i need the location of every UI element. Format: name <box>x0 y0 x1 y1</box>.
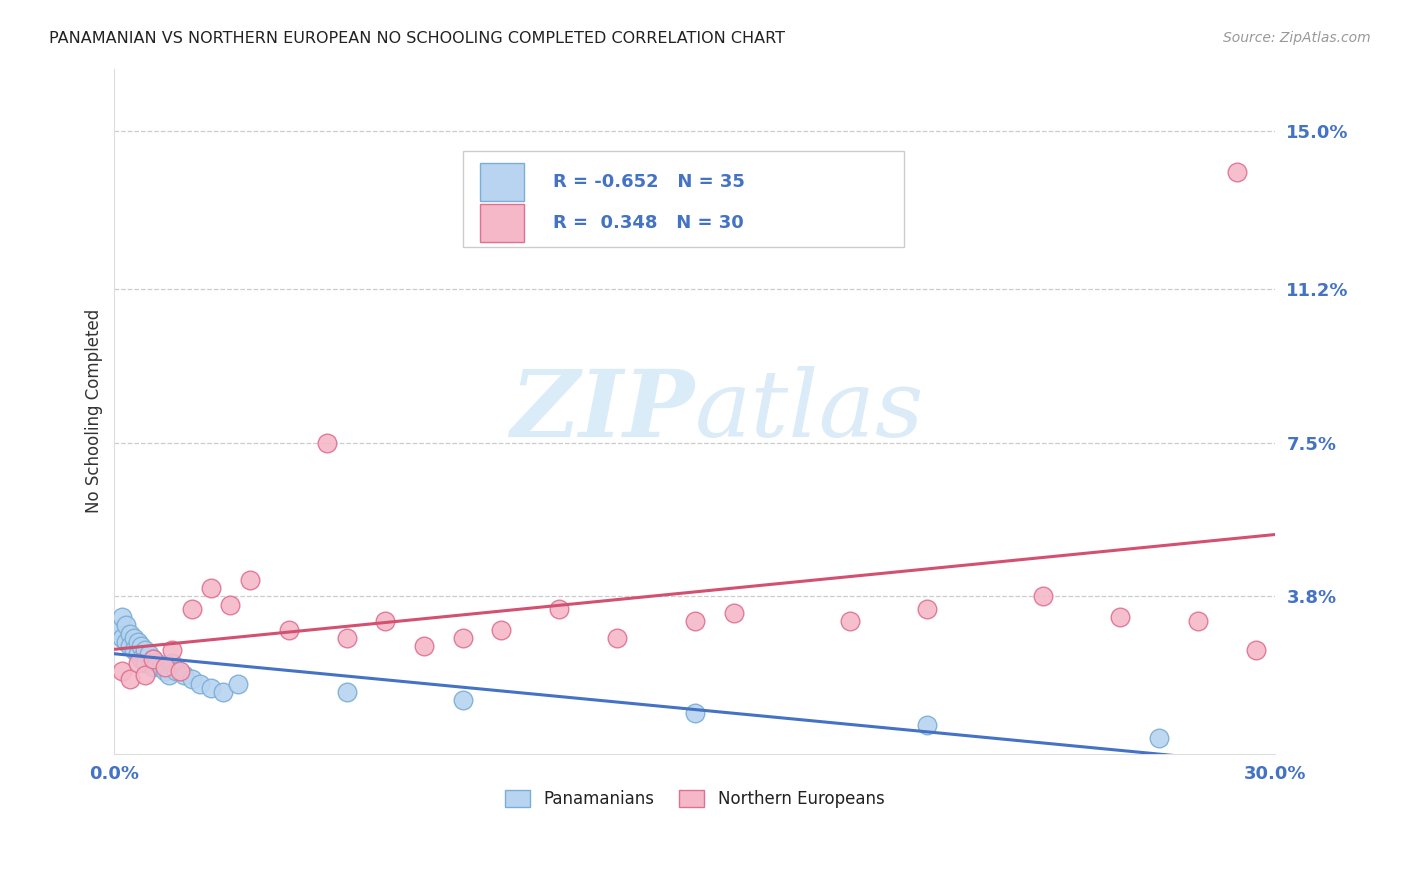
Point <box>142 660 165 674</box>
Point <box>153 664 176 678</box>
FancyBboxPatch shape <box>479 163 524 201</box>
Point <box>169 664 191 678</box>
Point <box>115 618 138 632</box>
Y-axis label: No Schooling Completed: No Schooling Completed <box>86 310 103 514</box>
Point <box>142 651 165 665</box>
FancyBboxPatch shape <box>479 204 524 242</box>
Point <box>165 664 187 678</box>
Point <box>134 668 156 682</box>
Text: Source: ZipAtlas.com: Source: ZipAtlas.com <box>1223 31 1371 45</box>
Point <box>683 614 706 628</box>
Point <box>107 623 129 637</box>
Point <box>316 435 339 450</box>
Text: atlas: atlas <box>695 367 924 457</box>
Text: PANAMANIAN VS NORTHERN EUROPEAN NO SCHOOLING COMPLETED CORRELATION CHART: PANAMANIAN VS NORTHERN EUROPEAN NO SCHOO… <box>49 31 785 46</box>
Point <box>1147 731 1170 745</box>
Point <box>277 623 299 637</box>
Point <box>226 676 249 690</box>
Point <box>188 676 211 690</box>
Point <box>180 673 202 687</box>
Point <box>915 601 938 615</box>
Point <box>374 614 396 628</box>
Point <box>162 656 184 670</box>
Text: R =  0.348   N = 30: R = 0.348 N = 30 <box>553 214 744 232</box>
Point <box>548 601 571 615</box>
Point <box>211 685 233 699</box>
Point <box>162 643 184 657</box>
Point <box>122 643 145 657</box>
Text: R = -0.652   N = 35: R = -0.652 N = 35 <box>553 173 745 191</box>
Point <box>131 639 153 653</box>
Point <box>200 581 222 595</box>
FancyBboxPatch shape <box>463 151 904 247</box>
Point <box>118 673 141 687</box>
Point <box>1225 165 1247 179</box>
Point <box>142 651 165 665</box>
Point <box>115 635 138 649</box>
Point <box>451 693 474 707</box>
Point <box>1032 589 1054 603</box>
Point <box>683 706 706 720</box>
Point <box>335 685 357 699</box>
Point <box>127 635 149 649</box>
Point <box>219 598 242 612</box>
Point <box>157 668 180 682</box>
Point <box>111 610 134 624</box>
Point <box>491 623 513 637</box>
Point <box>127 648 149 662</box>
Point <box>153 660 176 674</box>
Point <box>118 626 141 640</box>
Point <box>1109 610 1132 624</box>
Point <box>413 639 436 653</box>
Point <box>200 681 222 695</box>
Point <box>118 639 141 653</box>
Point <box>173 668 195 682</box>
Point <box>239 573 262 587</box>
Point <box>838 614 860 628</box>
Point <box>451 631 474 645</box>
Point <box>131 651 153 665</box>
Point <box>1187 614 1209 628</box>
Point <box>1244 643 1267 657</box>
Point <box>606 631 628 645</box>
Point <box>149 660 172 674</box>
Point <box>335 631 357 645</box>
Point <box>127 656 149 670</box>
Point <box>134 643 156 657</box>
Point <box>111 664 134 678</box>
Point <box>138 648 160 662</box>
Point <box>915 718 938 732</box>
Text: ZIP: ZIP <box>510 367 695 457</box>
Point <box>180 601 202 615</box>
Legend: Panamanians, Northern Europeans: Panamanians, Northern Europeans <box>499 783 891 814</box>
Point <box>146 656 169 670</box>
Point <box>122 631 145 645</box>
Point <box>111 631 134 645</box>
Point <box>134 656 156 670</box>
Point <box>723 606 745 620</box>
